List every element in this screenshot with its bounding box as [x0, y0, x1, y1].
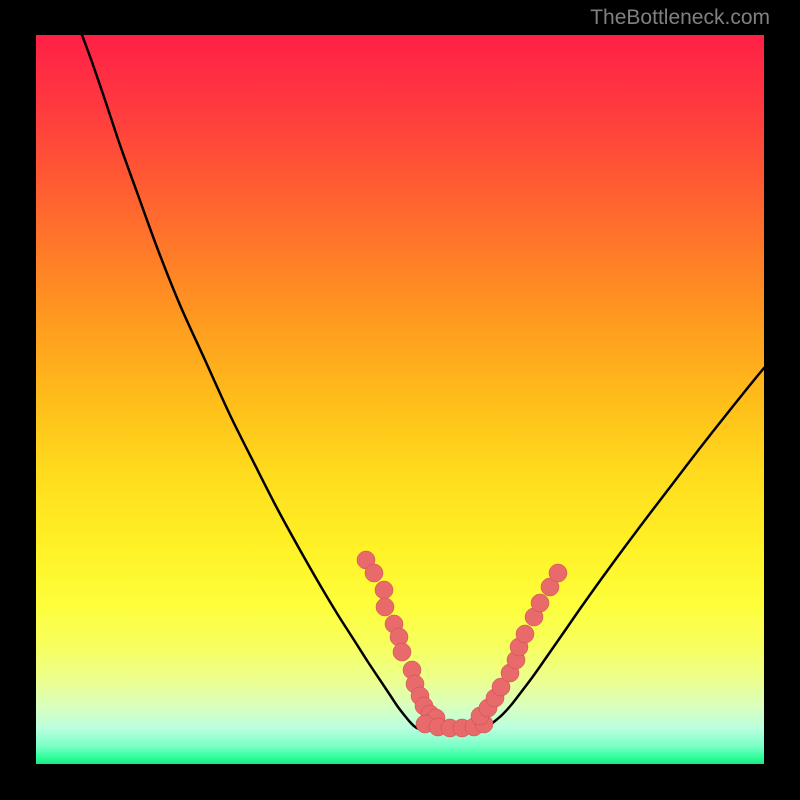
data-marker [365, 564, 383, 582]
data-marker [376, 598, 394, 616]
chart-svg [0, 0, 800, 800]
data-marker [393, 643, 411, 661]
data-marker [516, 625, 534, 643]
data-marker [549, 564, 567, 582]
bottleneck-curve [476, 368, 764, 729]
data-marker [531, 594, 549, 612]
bottleneck-curve [82, 35, 424, 729]
data-marker [375, 581, 393, 599]
